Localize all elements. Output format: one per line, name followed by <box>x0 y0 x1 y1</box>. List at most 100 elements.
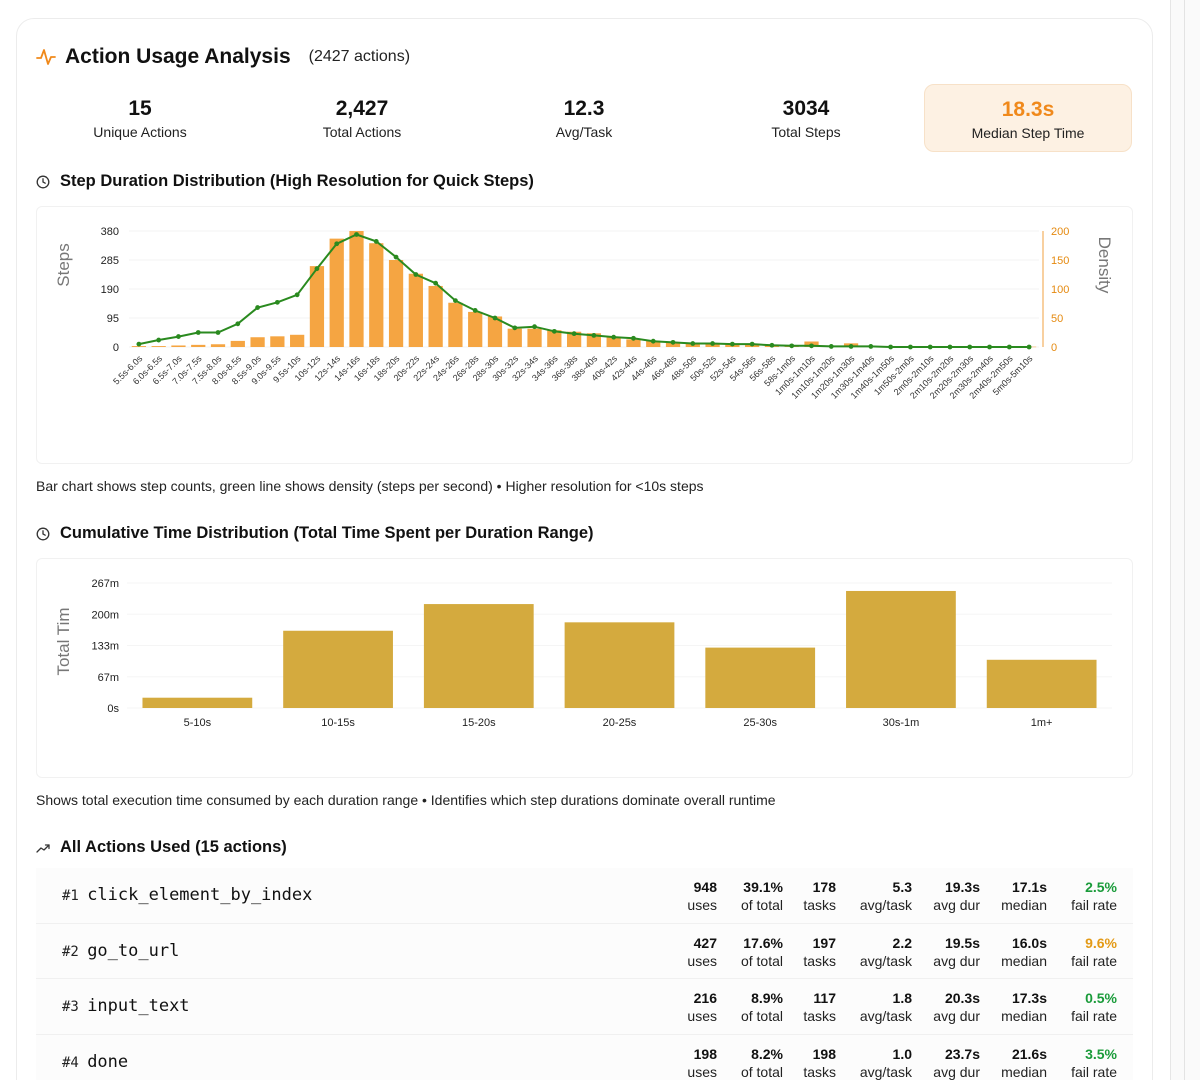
action-stat-fail: 3.5% fail rate <box>1071 1045 1117 1080</box>
density-point <box>690 341 696 346</box>
stat-number: 20.3s <box>944 990 980 1006</box>
density-point <box>453 298 458 303</box>
analysis-header: Action Usage Analysis (2427 actions) <box>36 42 410 72</box>
bar-steps <box>290 334 305 347</box>
stat-number: 23.7s <box>944 1045 980 1062</box>
section-cumulative-title: Cumulative Time Distribution (Total Time… <box>36 524 594 543</box>
bar-steps <box>210 344 226 347</box>
stat-number: 1.0 <box>892 1045 912 1062</box>
section-step-duration-title: Step Duration Distribution (High Resolut… <box>36 172 534 191</box>
bar-steps <box>547 330 562 347</box>
stat-number: 197 <box>812 934 836 951</box>
action-rank: #3 <box>62 999 79 1015</box>
action-stat-avg-dur: 19.3s avg dur <box>933 878 980 914</box>
step-duration-chart-frame: 0 95 190 285 380 0 50 100 150 200 Steps Density 5.5s… <box>36 206 1133 464</box>
stat-number: 198 <box>812 1045 836 1062</box>
action-rank: #1 <box>62 888 79 904</box>
action-name: click_element_by_index <box>87 885 313 905</box>
x-tick-label: 1m+ <box>1031 717 1053 729</box>
density-point <box>176 334 181 339</box>
bar-steps <box>487 316 503 347</box>
stat-number: 16.0s <box>1011 934 1047 951</box>
stat-value: 15 <box>128 97 152 120</box>
section-title-text: All Actions Used (15 actions) <box>60 838 287 856</box>
density-point <box>987 344 992 350</box>
density-point <box>492 315 498 321</box>
bar-total-time <box>986 659 1097 708</box>
x-tick-label: 20-25s <box>603 717 637 729</box>
action-stat-median: 17.1s median <box>1001 878 1047 914</box>
density-point <box>769 342 775 348</box>
density-point <box>235 321 241 327</box>
stat-caption: avg dur <box>933 897 980 913</box>
bar-total-time <box>283 630 393 708</box>
stat-number: 19.5s <box>944 934 980 951</box>
y2-tick-label: 200 <box>1051 226 1069 238</box>
density-point <box>828 344 834 349</box>
action-stat-pct: 17.6% of total <box>741 934 783 970</box>
stat-number: 21.6s <box>1011 1045 1047 1062</box>
step-duration-caption: Bar chart shows step counts, green line … <box>36 478 704 494</box>
stat-caption: avg/task <box>859 1063 912 1080</box>
density-point <box>136 341 142 347</box>
bar-steps <box>428 285 443 347</box>
y2-tick-label: 100 <box>1051 284 1069 296</box>
stat-number: 17.6% <box>743 934 783 951</box>
clock-icon <box>36 175 50 188</box>
stat-caption: median <box>1001 952 1047 969</box>
action-stat-pct: 8.9% of total <box>741 989 783 1025</box>
stat-caption: tasks <box>803 1063 836 1080</box>
bar-steps <box>369 243 384 347</box>
action-stat-tasks: 198 tasks <box>803 1045 836 1080</box>
action-stat-uses: 948 uses <box>687 878 717 914</box>
density-point <box>195 330 201 335</box>
action-stat-avg-task: 2.2 avg/task <box>860 934 912 970</box>
density-point <box>888 344 894 350</box>
action-row[interactable]: #2 go_to_url 427 uses 17.6% of total 197 tasks 2… <box>36 923 1133 979</box>
y2-tick-label: 0 <box>1051 342 1057 354</box>
stat-caption: uses <box>687 1008 717 1024</box>
stat-caption: tasks <box>803 897 836 913</box>
stat-caption: of total <box>740 897 783 913</box>
bar-steps <box>646 340 661 347</box>
stat-caption: median <box>1001 1063 1047 1080</box>
x-tick-label: 10-15s <box>321 717 355 729</box>
action-stat-pct: 8.2% of total <box>741 1045 783 1080</box>
action-row[interactable]: #3 input_text 216 uses 8.9% of total 117 tasks 1… <box>36 979 1133 1035</box>
bar-steps <box>408 273 423 347</box>
y-tick-label: 133m <box>91 641 119 653</box>
clock-icon <box>36 527 50 540</box>
density-point <box>571 331 577 337</box>
stat-label: Total Actions <box>322 124 402 140</box>
action-rank: #2 <box>62 943 79 960</box>
density-point <box>156 337 162 343</box>
action-name: input_text <box>87 996 190 1016</box>
stat-caption: uses <box>687 1063 717 1080</box>
density-point <box>1026 344 1032 350</box>
action-name: done <box>87 1051 129 1072</box>
stat-number: 3.5% <box>1085 1045 1117 1062</box>
density-point <box>670 339 676 345</box>
stat-number: 2.2 <box>892 934 912 951</box>
action-stat-avg-task: 5.3 avg/task <box>860 878 912 914</box>
y-tick-label: 67m <box>98 672 119 684</box>
stat-caption: fail rate <box>1071 897 1117 913</box>
bar-total-time <box>564 622 675 708</box>
action-row[interactable]: #4 done 198 uses 8.2% of total 198 tasks 1.0 avg/… <box>36 1034 1133 1080</box>
y-tick-label: 267m <box>91 578 119 590</box>
stat-value: 2,427 <box>335 97 389 120</box>
summary-stats: 15 Unique Actions 2,427 Total Actions 12… <box>36 84 1133 152</box>
action-stat-tasks: 178 tasks <box>803 878 836 914</box>
bar-total-time <box>705 647 816 708</box>
trending-up-icon <box>36 843 50 853</box>
density-point <box>591 333 597 338</box>
stat-caption: tasks <box>803 1008 836 1024</box>
action-row[interactable]: #1 click_element_by_index 948 uses 39.1% of t… <box>36 868 1133 924</box>
density-point <box>631 335 636 341</box>
density-point <box>472 308 478 313</box>
bar-steps <box>151 346 166 347</box>
stat-number: 39.1% <box>743 879 783 895</box>
cumulative-time-chart: 0s 67m 133m 200m 267m Total Tim 5-10s 10-15s 15-… <box>54 578 1112 729</box>
stat-caption: fail rate <box>1071 952 1117 969</box>
bar-steps <box>250 337 265 347</box>
